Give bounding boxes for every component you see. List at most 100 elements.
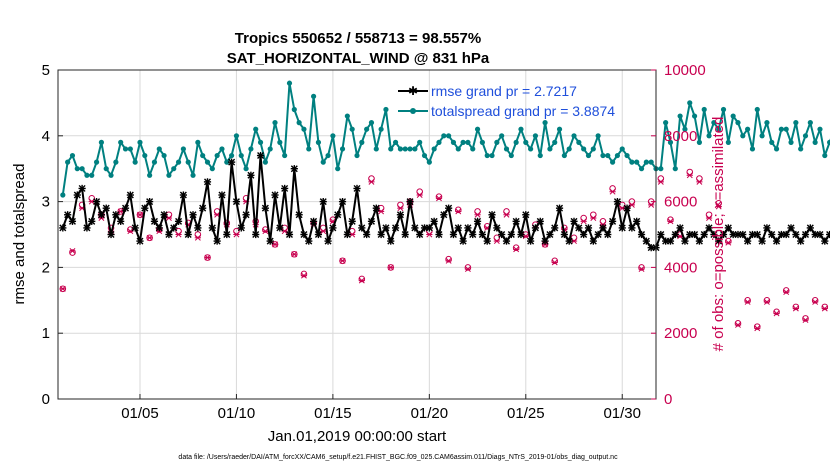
obs-assimilated-point [426, 231, 433, 238]
spread-point [489, 152, 495, 159]
spread-point [523, 139, 529, 145]
rmse-point [695, 237, 704, 245]
obs-assimilated-point [628, 201, 636, 208]
spread-point [638, 166, 645, 172]
spread-point [528, 146, 534, 152]
rmse-point [334, 211, 342, 219]
rmse-point [608, 217, 617, 225]
spread-point [402, 146, 408, 152]
spread-point [663, 120, 669, 126]
rmse-point [416, 230, 424, 239]
spread-point [740, 133, 746, 139]
spread-point [754, 106, 760, 113]
rmse-point [801, 230, 810, 239]
rmse-point [160, 211, 168, 219]
spread-point [643, 159, 649, 165]
spread-point [470, 146, 476, 152]
spread-point [629, 159, 635, 165]
y-tick-label-left: 5 [42, 62, 50, 79]
rmse-point [527, 237, 535, 245]
obs-possible-point [300, 270, 308, 278]
obs-possible-point [69, 249, 76, 256]
spread-point [426, 159, 432, 165]
rmse-point [199, 204, 207, 212]
spread-point [378, 126, 384, 132]
rmse-point [464, 224, 472, 232]
obs-assimilated-point [590, 215, 597, 222]
rmse-point [507, 230, 515, 239]
obs-possible-point [802, 315, 809, 322]
spread-point [175, 159, 182, 165]
rmse-point [112, 211, 120, 219]
y-axis-label-left: rmse and totalspread [11, 164, 28, 305]
obs-assimilated-point [59, 285, 66, 292]
spread-point [711, 120, 717, 126]
spread-point [286, 80, 293, 86]
rmse-point [213, 237, 221, 245]
obs-assimilated-point [175, 231, 182, 238]
spread-point [354, 152, 360, 159]
spread-point [282, 152, 288, 159]
obs-possible-point [773, 308, 780, 316]
spread-point [60, 192, 66, 198]
rmse-point [744, 237, 752, 245]
spread-point [691, 113, 698, 119]
obs-possible-point [821, 303, 829, 311]
spread-point [330, 133, 336, 139]
rmse-point [594, 230, 602, 239]
rmse-point [546, 230, 554, 239]
spread-point [301, 126, 307, 132]
rmse-point [387, 237, 395, 245]
rmse-point [194, 224, 202, 232]
y-tick-label-left: 0 [42, 391, 50, 408]
x-axis-label: Jan.01,2019 00:00:00 start [268, 428, 447, 445]
obs-assimilated-point [667, 218, 674, 225]
spread-point [745, 126, 751, 132]
rmse-point [184, 230, 192, 239]
spread-point [576, 139, 582, 145]
obs-assimilated-point [609, 188, 616, 195]
obs-assimilated-point [377, 208, 385, 215]
spread-point [156, 146, 162, 152]
obs-assimilated-point [638, 266, 645, 272]
rmse-point [502, 237, 511, 245]
spread-point [204, 159, 211, 165]
spread-point [798, 146, 804, 152]
spread-point [79, 166, 85, 172]
spread-point [248, 146, 254, 152]
spread-point [69, 152, 76, 159]
spread-point [552, 139, 558, 145]
spread-point [701, 106, 707, 113]
spread-point [180, 146, 186, 152]
obs-possible-point [435, 193, 443, 200]
spread-point [431, 146, 437, 152]
spread-point [388, 146, 394, 152]
spread-point [277, 139, 283, 145]
spread-point [214, 152, 220, 159]
rmse-point [700, 230, 708, 239]
obs-assimilated-point [368, 178, 375, 185]
rmse-point [483, 237, 491, 245]
rmse-point [309, 217, 318, 225]
y-tick-label-right: 2000 [664, 325, 697, 342]
rmse-point [276, 224, 284, 232]
spread-point [474, 126, 481, 132]
obs-assimilated-point [339, 257, 346, 264]
legend-spread-label: totalspread grand pr = 3.8874 [431, 103, 615, 119]
rmse-point [763, 224, 771, 232]
obs-assimilated-point [734, 322, 742, 328]
rmse-point [816, 230, 824, 239]
obs-assimilated-point [435, 195, 443, 202]
rmse-point [768, 230, 776, 239]
rmse-point [575, 224, 583, 232]
rmse-point [343, 230, 351, 239]
rmse-point [560, 230, 568, 239]
spread-point [730, 113, 736, 119]
spread-point [556, 126, 563, 132]
rmse-point [218, 191, 226, 199]
obs-possible-point [753, 323, 761, 330]
rmse-point [367, 217, 376, 225]
rmse-point [348, 217, 356, 225]
y-tick-label-right: 0 [664, 391, 672, 408]
